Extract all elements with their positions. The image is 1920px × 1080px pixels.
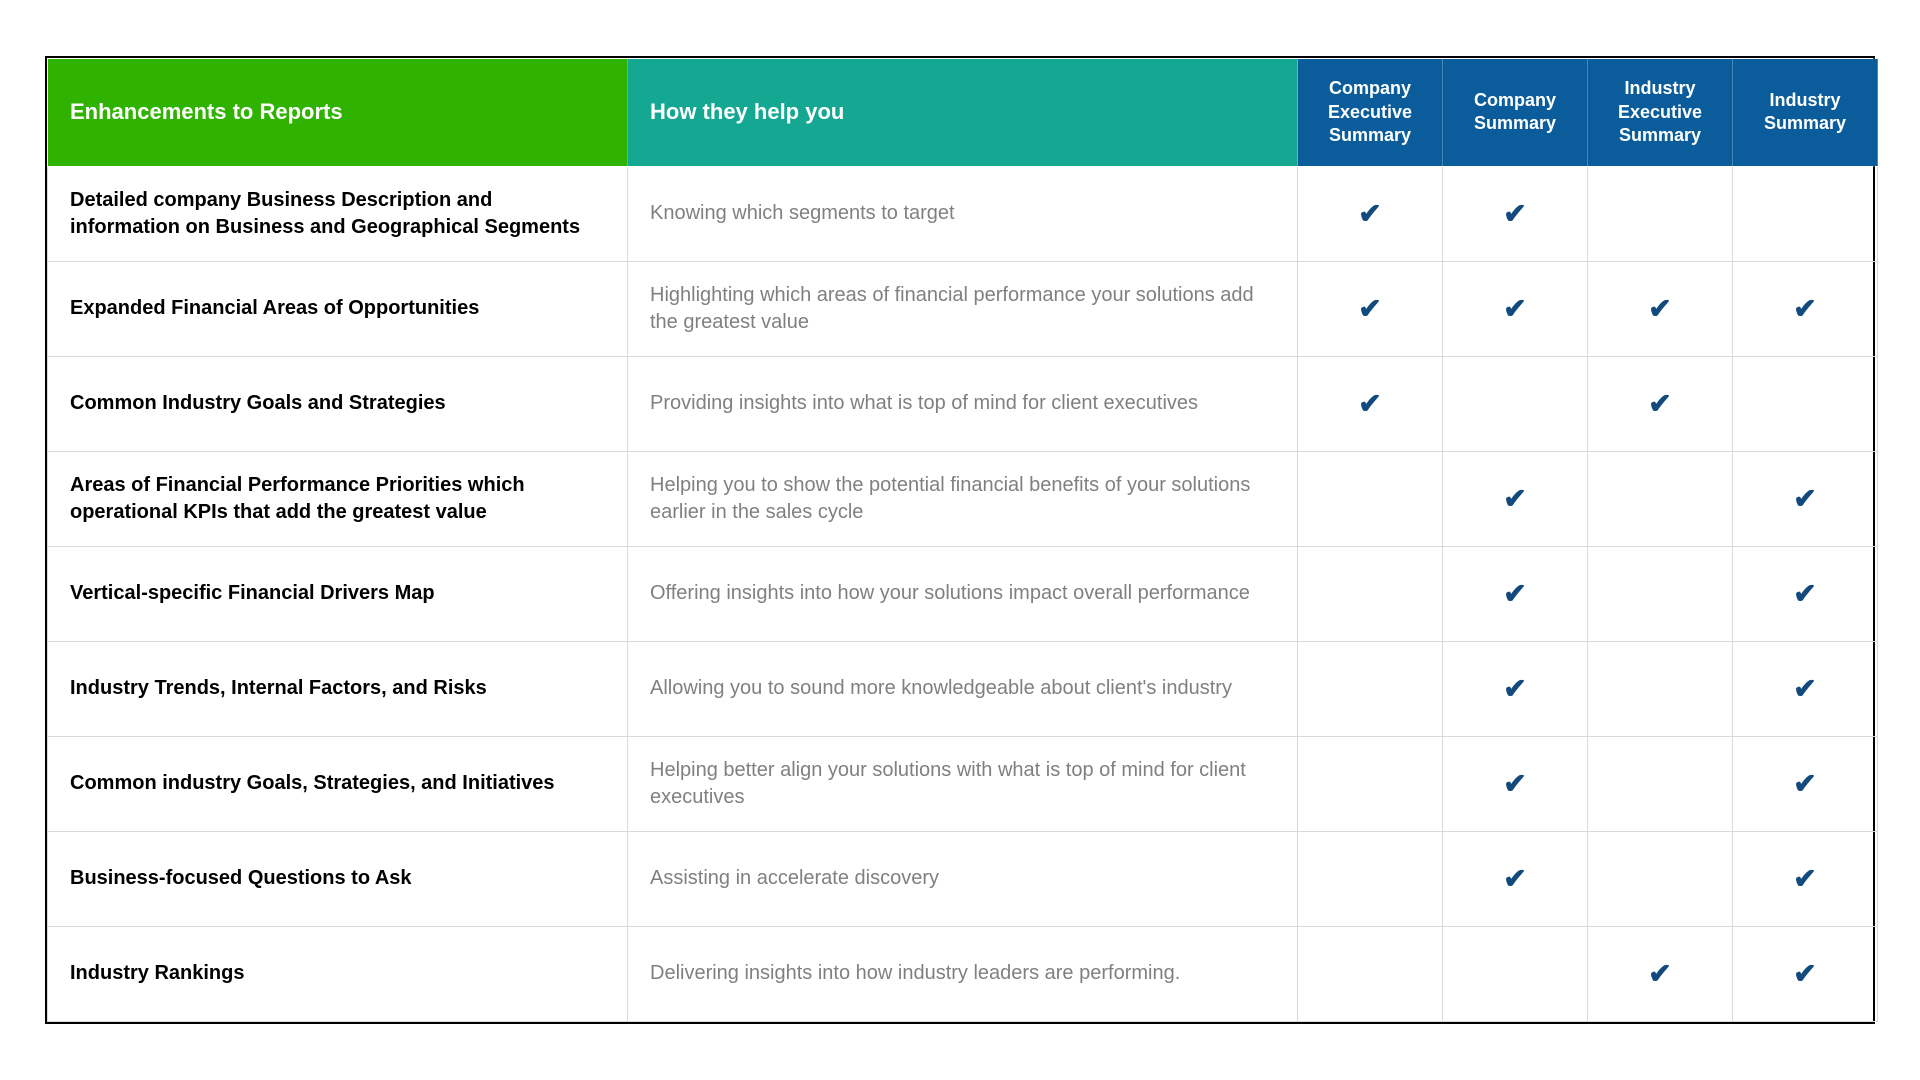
cell-enhancement: Industry Rankings [48,926,628,1021]
check-icon: ✔ [1793,673,1816,704]
cell-enhancement: Common industry Goals, Strategies, and I… [48,736,628,831]
check-icon: ✔ [1503,578,1526,609]
check-icon: ✔ [1358,388,1381,419]
cell-help: Helping better align your solutions with… [628,736,1298,831]
cell-enhancement: Business-focused Questions to Ask [48,831,628,926]
table-row: Common Industry Goals and StrategiesProv… [48,356,1878,451]
table-body: Detailed company Business Description an… [48,166,1878,1021]
header-enhancements: Enhancements to Reports [48,59,628,166]
table: Enhancements to Reports How they help yo… [47,58,1878,1021]
table-row: Industry RankingsDelivering insights int… [48,926,1878,1021]
cell-check: ✔ [1443,546,1588,641]
cell-check [1588,641,1733,736]
cell-check: ✔ [1733,546,1878,641]
check-icon: ✔ [1503,293,1526,324]
check-icon: ✔ [1358,293,1381,324]
cell-check [1298,641,1443,736]
check-icon: ✔ [1793,483,1816,514]
cell-check: ✔ [1298,166,1443,261]
header-help: How they help you [628,59,1298,166]
cell-check: ✔ [1443,451,1588,546]
check-icon: ✔ [1793,293,1816,324]
cell-enhancement: Common Industry Goals and Strategies [48,356,628,451]
cell-check [1733,166,1878,261]
table-head: Enhancements to Reports How they help yo… [48,59,1878,166]
cell-check [1733,356,1878,451]
table-row: Detailed company Business Description an… [48,166,1878,261]
header-col-1: Company Summary [1443,59,1588,166]
header-row: Enhancements to Reports How they help yo… [48,59,1878,166]
check-icon: ✔ [1503,768,1526,799]
check-icon: ✔ [1503,863,1526,894]
cell-check: ✔ [1588,261,1733,356]
comparison-table: Enhancements to Reports How they help yo… [45,56,1875,1023]
cell-check [1298,451,1443,546]
cell-check [1298,546,1443,641]
check-icon: ✔ [1648,293,1671,324]
cell-check [1588,546,1733,641]
cell-check [1588,736,1733,831]
cell-check [1298,926,1443,1021]
cell-check: ✔ [1588,356,1733,451]
table-row: Industry Trends, Internal Factors, and R… [48,641,1878,736]
check-icon: ✔ [1793,578,1816,609]
check-icon: ✔ [1648,958,1671,989]
cell-enhancement: Detailed company Business Description an… [48,166,628,261]
cell-check: ✔ [1298,356,1443,451]
table-row: Common industry Goals, Strategies, and I… [48,736,1878,831]
cell-help: Delivering insights into how industry le… [628,926,1298,1021]
table-row: Vertical-specific Financial Drivers MapO… [48,546,1878,641]
cell-enhancement: Areas of Financial Performance Prioritie… [48,451,628,546]
check-icon: ✔ [1793,863,1816,894]
header-col-3: Industry Summary [1733,59,1878,166]
cell-check: ✔ [1733,736,1878,831]
cell-help: Assisting in accelerate discovery [628,831,1298,926]
cell-help: Offering insights into how your solution… [628,546,1298,641]
cell-help: Knowing which segments to target [628,166,1298,261]
header-col-0: Company Executive Summary [1298,59,1443,166]
cell-check: ✔ [1443,736,1588,831]
cell-check: ✔ [1733,831,1878,926]
cell-check [1443,356,1588,451]
cell-check: ✔ [1443,166,1588,261]
check-icon: ✔ [1503,673,1526,704]
cell-enhancement: Industry Trends, Internal Factors, and R… [48,641,628,736]
cell-help: Highlighting which areas of financial pe… [628,261,1298,356]
cell-check [1588,166,1733,261]
cell-enhancement: Expanded Financial Areas of Opportunitie… [48,261,628,356]
cell-check [1298,736,1443,831]
cell-check: ✔ [1733,451,1878,546]
cell-help: Providing insights into what is top of m… [628,356,1298,451]
table-row: Areas of Financial Performance Prioritie… [48,451,1878,546]
check-icon: ✔ [1503,198,1526,229]
cell-check: ✔ [1733,641,1878,736]
table-row: Expanded Financial Areas of Opportunitie… [48,261,1878,356]
cell-check: ✔ [1443,261,1588,356]
check-icon: ✔ [1648,388,1671,419]
cell-check: ✔ [1298,261,1443,356]
cell-enhancement: Vertical-specific Financial Drivers Map [48,546,628,641]
cell-check [1588,831,1733,926]
cell-help: Allowing you to sound more knowledgeable… [628,641,1298,736]
check-icon: ✔ [1793,958,1816,989]
cell-check: ✔ [1733,261,1878,356]
cell-check [1588,451,1733,546]
check-icon: ✔ [1793,768,1816,799]
cell-check: ✔ [1733,926,1878,1021]
cell-check: ✔ [1588,926,1733,1021]
cell-check [1298,831,1443,926]
cell-help: Helping you to show the potential financ… [628,451,1298,546]
check-icon: ✔ [1358,198,1381,229]
cell-check: ✔ [1443,831,1588,926]
table-row: Business-focused Questions to AskAssisti… [48,831,1878,926]
check-icon: ✔ [1503,483,1526,514]
cell-check: ✔ [1443,641,1588,736]
header-col-2: Industry Executive Summary [1588,59,1733,166]
cell-check [1443,926,1588,1021]
